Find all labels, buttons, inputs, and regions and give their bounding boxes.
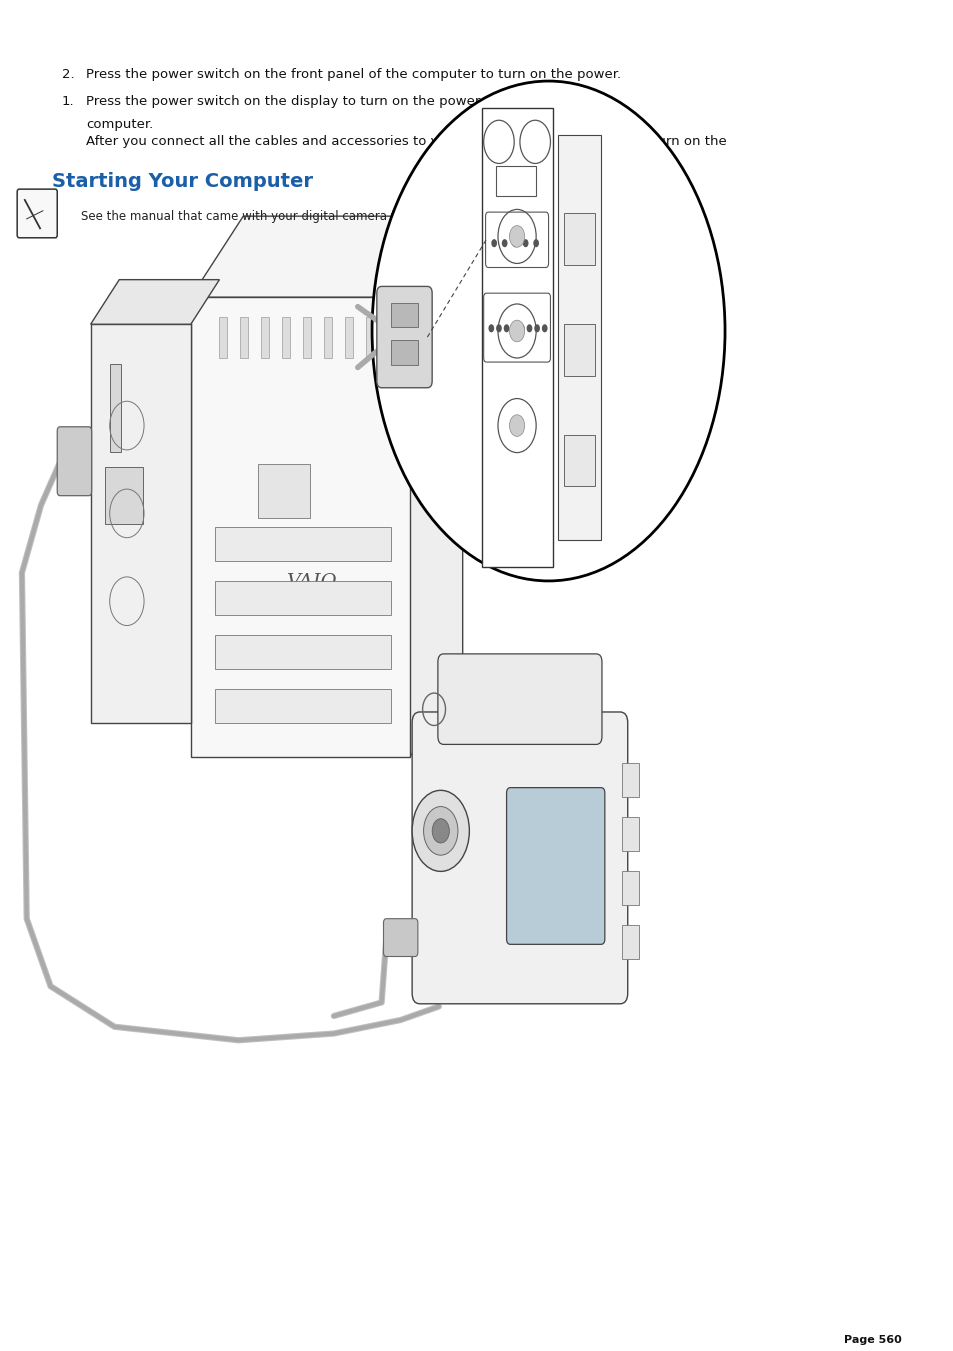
Circle shape: [518, 324, 524, 332]
Bar: [105, 466, 143, 523]
Circle shape: [526, 324, 532, 332]
Bar: [110, 363, 121, 451]
Polygon shape: [410, 216, 462, 757]
Bar: [91, 324, 191, 723]
Bar: [391, 340, 417, 365]
Bar: [563, 435, 595, 486]
Circle shape: [509, 415, 524, 436]
Polygon shape: [91, 280, 219, 324]
Bar: [496, 166, 536, 196]
Text: Press the power switch on the front panel of the computer to turn on the power.: Press the power switch on the front pane…: [86, 68, 620, 81]
Text: VAIO: VAIO: [286, 573, 336, 590]
Bar: [563, 213, 595, 265]
Bar: [621, 925, 639, 959]
Circle shape: [533, 239, 538, 247]
FancyBboxPatch shape: [376, 286, 432, 388]
Bar: [214, 581, 391, 615]
Bar: [366, 317, 374, 358]
Bar: [240, 317, 248, 358]
Circle shape: [534, 324, 539, 332]
Circle shape: [412, 790, 469, 871]
Bar: [303, 317, 311, 358]
Bar: [621, 763, 639, 797]
FancyBboxPatch shape: [383, 919, 417, 957]
Circle shape: [372, 81, 724, 581]
Bar: [621, 871, 639, 905]
Circle shape: [512, 239, 517, 247]
Bar: [214, 689, 391, 723]
FancyBboxPatch shape: [57, 427, 91, 496]
Text: Starting Your Computer: Starting Your Computer: [52, 172, 314, 190]
Bar: [219, 317, 227, 358]
FancyBboxPatch shape: [437, 654, 601, 744]
Text: Press the power switch on the display to turn on the power.: Press the power switch on the display to…: [86, 95, 482, 108]
Text: 1.: 1.: [62, 95, 74, 108]
Circle shape: [522, 239, 528, 247]
FancyBboxPatch shape: [412, 712, 627, 1004]
Circle shape: [423, 807, 457, 855]
Bar: [621, 817, 639, 851]
Bar: [563, 324, 595, 376]
Bar: [324, 317, 332, 358]
Circle shape: [541, 324, 547, 332]
Circle shape: [501, 239, 507, 247]
Bar: [391, 303, 417, 327]
Text: computer.: computer.: [86, 118, 152, 131]
Circle shape: [488, 324, 494, 332]
Text: After you connect all the cables and accessories to your computer, you are ready: After you connect all the cables and acc…: [86, 135, 726, 149]
Bar: [345, 317, 353, 358]
Circle shape: [496, 324, 501, 332]
Text: Page 560: Page 560: [842, 1335, 901, 1344]
Polygon shape: [191, 216, 462, 297]
Circle shape: [491, 239, 497, 247]
Bar: [191, 297, 410, 757]
Bar: [282, 317, 290, 358]
Bar: [558, 135, 600, 540]
Text: See the manual that came with your digital camera for more information on settin: See the manual that came with your digit…: [81, 209, 684, 223]
Circle shape: [509, 226, 524, 247]
Circle shape: [509, 320, 524, 342]
Bar: [257, 463, 310, 517]
Bar: [481, 108, 553, 567]
Text: 2.: 2.: [62, 68, 74, 81]
Circle shape: [503, 324, 509, 332]
Circle shape: [432, 819, 449, 843]
FancyBboxPatch shape: [506, 788, 604, 944]
Bar: [214, 635, 391, 669]
Bar: [261, 317, 269, 358]
Bar: [214, 527, 391, 561]
FancyBboxPatch shape: [17, 189, 57, 238]
Circle shape: [511, 324, 517, 332]
